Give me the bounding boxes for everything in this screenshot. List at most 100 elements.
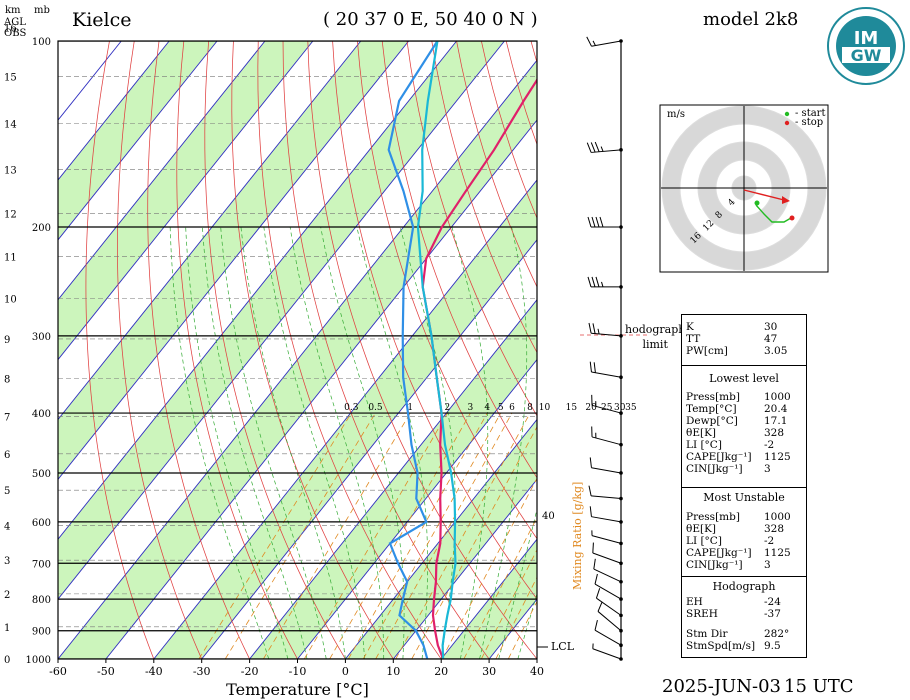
mixing-ratio-tick-label: 4 (484, 403, 490, 413)
index-label: K (686, 321, 694, 333)
wind-barb (588, 322, 622, 337)
wind-barb (588, 485, 622, 500)
hodograph-limit-label: hodograph limit (625, 323, 686, 351)
x-tick-label: 30 (482, 665, 496, 678)
wind-barb-point (619, 411, 623, 415)
mixing-ratio-line (198, 412, 352, 659)
mixing-ratio-line (495, 576, 537, 659)
index-label: PW[cm] (686, 345, 728, 357)
wind-barb-point (619, 471, 623, 475)
wind-barb (593, 558, 622, 583)
lowest-level-label: Temp[°C] (686, 403, 737, 415)
lowest-level-label: CIN[Jkg⁻¹] (686, 463, 743, 475)
lowest-level-label: CAPE[Jkg⁻¹] (686, 451, 752, 463)
x-tick-label: -10 (289, 665, 307, 678)
dry-adiabat (257, 41, 442, 659)
mixing-ratio-tick-label: 15 (566, 403, 578, 413)
x-axis-label: Temperature [°C] (226, 680, 369, 699)
pressure-tick-label: 400 (32, 409, 51, 420)
wind-barb (592, 542, 622, 564)
mixing-ratio-line (303, 412, 448, 659)
height-tick-label: 12 (4, 210, 17, 221)
isotherm-line (249, 299, 537, 659)
wind-barb-point (619, 442, 623, 447)
hodograph-legend-stop: - stop (795, 117, 824, 128)
wind-barb (597, 601, 622, 632)
moist-adiabat (536, 657, 537, 659)
logo-text-bottom: GW (851, 46, 882, 65)
lowest-level-value: 3 (764, 463, 771, 475)
hodograph-start-point (754, 200, 760, 206)
mixing-ratio-tick-label: 5 (498, 403, 504, 413)
hodograph-stop-point (789, 215, 795, 221)
most-unstable-label: LI [°C] (686, 535, 722, 547)
lowest-level-value: -2 (764, 439, 775, 451)
dry-adiabat (147, 41, 250, 659)
lowest-level-label: Press[mb] (686, 391, 740, 403)
date-label: 2025-JUN-03 (662, 676, 782, 697)
hodograph-trace (755, 204, 792, 223)
most-unstable-value: -2 (764, 535, 775, 547)
storm-motion-label: Stm Dir (686, 628, 728, 640)
agl-label: AGL (4, 17, 26, 28)
lowest-level-value: 1000 (764, 391, 791, 403)
x-tick-label: -20 (241, 665, 259, 678)
isotherm-line (153, 179, 537, 659)
x-tick-label: -40 (145, 665, 163, 678)
dry-adiabat (431, 41, 537, 354)
most-unstable-label: θE[K] (686, 523, 717, 535)
most-unstable-label: CAPE[Jkg⁻¹] (686, 547, 752, 559)
isotherm-line (58, 41, 410, 481)
wind-barb (587, 276, 621, 288)
x-tick-label: -50 (97, 665, 115, 678)
wind-barb (591, 394, 622, 414)
mixing-ratio-line (347, 412, 488, 659)
height-tick-label: 8 (4, 374, 10, 385)
legend-stop-dot (784, 120, 790, 126)
isotherm-line (440, 538, 537, 659)
hodograph-title: Hodograph (712, 580, 776, 593)
lowest-level-value: 20.4 (764, 403, 788, 415)
mixing-ratio-axis-label: Mixing Ratio [g/kg] (571, 482, 584, 590)
mixing-ratio-tick-label: 25 (601, 403, 613, 413)
isotherm-line (58, 41, 314, 361)
dry-adiabat (381, 41, 537, 479)
dry-adiabat (231, 41, 394, 659)
temperature-profile-line (421, 77, 537, 659)
wind-barb (594, 619, 622, 646)
model-name: model 2k8 (703, 9, 799, 30)
wind-barb-point (619, 334, 623, 338)
isotherm-line (58, 41, 362, 421)
km-label: km (5, 5, 21, 16)
dry-adiabat (332, 41, 537, 600)
height-tick-label: 14 (4, 120, 17, 131)
pressure-tick-label: 500 (32, 469, 51, 480)
hodograph-index-value: -37 (764, 608, 781, 620)
pressure-tick-label: 100 (32, 37, 51, 48)
most-unstable-value: 328 (764, 523, 785, 535)
mixing-ratio-line (480, 548, 537, 659)
wind-barb (594, 573, 622, 600)
isotherm-line (58, 41, 218, 241)
height-tick-label: 6 (4, 450, 10, 461)
x-tick-label: 0 (342, 665, 349, 678)
x-tick-label: 20 (434, 665, 448, 678)
lcl-label: LCL (551, 640, 575, 653)
wind-barb (589, 506, 622, 523)
mixing-ratio-tick-label: 10 (539, 403, 551, 413)
height-tick-label: 3 (4, 556, 10, 567)
isotherm-line (58, 41, 457, 540)
hodograph-index-value: -24 (764, 596, 781, 608)
isotherm-line (58, 59, 537, 659)
height-tick-label: 11 (4, 253, 17, 264)
logo-text: IM (854, 28, 879, 49)
x-tick-label: 10 (386, 665, 400, 678)
most-unstable-value: 1125 (764, 547, 791, 559)
height-tick-label: 1 (4, 623, 10, 634)
lowest-level-value: 17.1 (764, 415, 788, 427)
dewpoint-profile-line (387, 41, 439, 659)
wind-barb (589, 457, 622, 474)
dry-adiabat (85, 41, 155, 659)
dry-adiabat (406, 41, 537, 417)
